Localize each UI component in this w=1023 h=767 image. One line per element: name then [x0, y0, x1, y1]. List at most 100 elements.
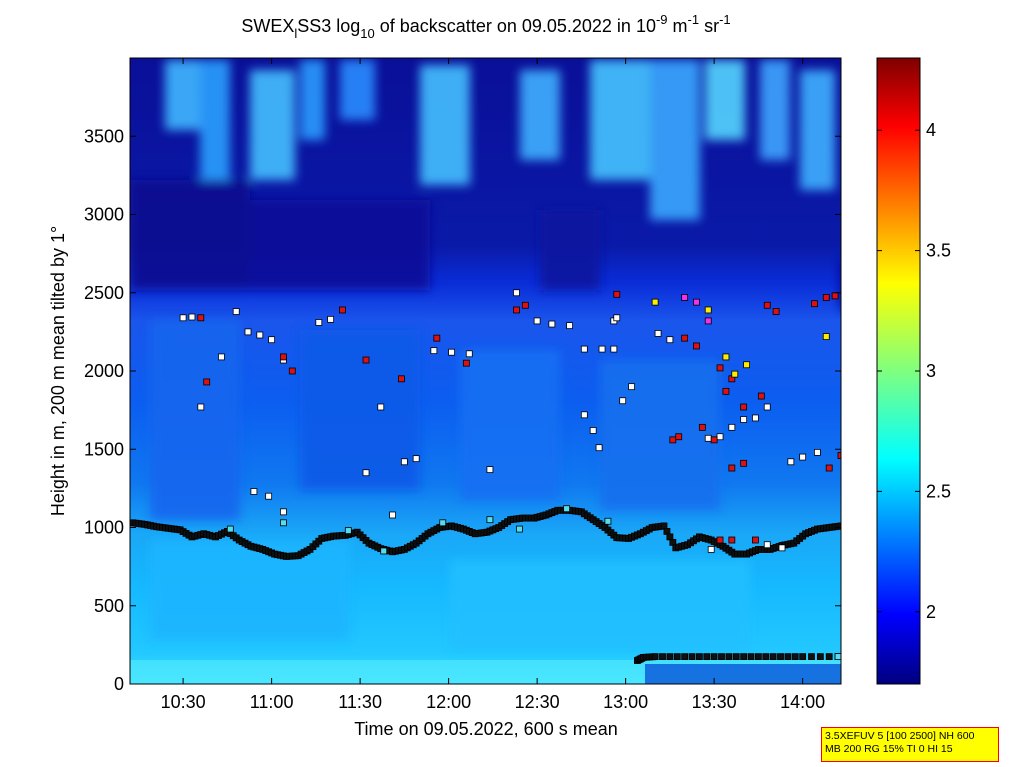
- title-sub2: 10: [360, 26, 374, 41]
- layer-marker: [412, 455, 420, 463]
- layer-marker: [250, 488, 258, 495]
- y-tick-label: 500: [94, 596, 124, 616]
- layer-marker: [513, 289, 520, 297]
- layer-marker: [619, 397, 627, 405]
- y-tick-label: 3000: [84, 205, 124, 225]
- layer-marker: [188, 313, 196, 321]
- layer-marker: [389, 511, 396, 519]
- layer-marker: [256, 331, 264, 339]
- parameter-info-box: 3.5XEFUV 5 [100 2500] NH 600 MB 200 RG 1…: [821, 727, 999, 762]
- x-axis-label: Time on 09.05.2022, 600 s mean: [354, 719, 618, 739]
- layer-marker: [280, 519, 287, 527]
- y-tick-label: 2500: [84, 283, 124, 303]
- layer-marker: [703, 653, 711, 661]
- x-axis: 10:30 11:00 11:30 12:00 12:30 13:00 13:30 14:00: [161, 58, 825, 712]
- layer-marker: [763, 541, 771, 549]
- layer-marker: [280, 353, 287, 361]
- layer-marker: [722, 353, 730, 361]
- layer-marker: [327, 315, 335, 323]
- layer-marker: [580, 345, 588, 353]
- layer-marker: [791, 653, 799, 661]
- layer-marker: [722, 387, 730, 395]
- layer-marker: [837, 452, 841, 459]
- layer-marker: [752, 414, 759, 422]
- layer-marker: [799, 453, 807, 461]
- layer-marker: [651, 298, 659, 306]
- y-tick-label: 3500: [84, 126, 124, 146]
- title-unit1: m: [668, 16, 688, 36]
- x-tick-label: 11:00: [250, 692, 294, 712]
- layer-marker: [244, 328, 252, 336]
- layer-marker: [400, 458, 408, 466]
- layer-marker: [688, 653, 696, 661]
- layer-marker: [740, 416, 748, 423]
- layer-marker: [718, 653, 725, 661]
- layer-marker: [716, 536, 724, 544]
- layer-marker: [654, 330, 662, 337]
- layer-marker: [752, 536, 759, 544]
- layer-marker: [822, 333, 830, 340]
- title-rest: of backscatter on 09.05.2022 in 10: [375, 16, 656, 36]
- layer-marker: [604, 517, 612, 525]
- layer-marker: [784, 653, 792, 661]
- layer-marker: [743, 361, 750, 369]
- x-tick-label: 13:00: [603, 692, 648, 712]
- heatmap-plot-area: [130, 58, 841, 684]
- x-tick-label: 11:30: [338, 692, 382, 712]
- layer-marker: [825, 464, 833, 472]
- y-axis-label: Height in m, 200 m mean tilted by 1°: [48, 226, 68, 516]
- title-sup2: -1: [688, 12, 700, 27]
- layer-marker: [659, 653, 666, 661]
- layer-marker: [651, 653, 659, 661]
- layer-marker: [728, 423, 736, 431]
- x-tick-label: 10:30: [161, 692, 206, 712]
- layer-marker: [740, 403, 748, 411]
- layer-marker: [628, 383, 635, 391]
- x-tick-label: 13:30: [692, 692, 737, 712]
- layer-marker: [777, 653, 784, 661]
- layer-marker: [533, 317, 541, 325]
- layer-marker: [728, 536, 736, 544]
- layer-marker: [613, 290, 621, 298]
- layer-marker: [380, 547, 388, 555]
- layer-marker: [787, 458, 795, 466]
- layer-marker: [740, 653, 748, 661]
- heatmap-texture: [130, 60, 841, 650]
- layer-marker: [548, 320, 556, 328]
- layer-marker: [731, 370, 739, 378]
- layer-marker: [837, 522, 841, 530]
- layer-marker: [580, 411, 588, 419]
- layer-marker: [704, 317, 712, 325]
- layer-marker: [344, 527, 352, 535]
- colorbar-axis: 2 2.5 3 3.5 4: [877, 120, 951, 622]
- layer-marker: [448, 348, 455, 356]
- colorbar-tick-label: 4: [926, 120, 936, 140]
- layer-marker: [669, 436, 677, 444]
- x-tick-label: 14:00: [780, 692, 825, 712]
- ground-dark-band: [645, 664, 841, 684]
- layer-marker: [757, 392, 765, 400]
- layer-marker: [732, 653, 740, 661]
- layer-marker: [725, 653, 733, 661]
- layer-marker: [398, 375, 405, 383]
- layer-marker: [673, 653, 681, 661]
- layer-marker: [825, 653, 833, 661]
- y-axis: 0 500 1000 1500 2000 2500 3000 3500: [84, 126, 841, 694]
- y-tick-label: 0: [114, 674, 124, 694]
- layer-marker: [610, 345, 618, 353]
- layer-marker: [698, 423, 706, 431]
- layer-marker: [762, 653, 770, 661]
- layer-marker: [516, 525, 523, 533]
- layer-marker: [707, 546, 715, 553]
- layer-marker: [754, 653, 762, 661]
- layer-marker: [377, 403, 385, 411]
- y-tick-label: 1000: [84, 518, 124, 538]
- layer-marker: [747, 653, 755, 661]
- layer-marker: [203, 378, 211, 386]
- chart-title: SWEXlSS3 log10 of backscatter on 09.05.2…: [241, 12, 730, 41]
- layer-marker: [695, 653, 703, 661]
- layer-marker: [595, 444, 603, 452]
- layer-marker: [710, 653, 718, 661]
- layer-marker: [693, 298, 700, 306]
- layer-marker: [716, 364, 724, 372]
